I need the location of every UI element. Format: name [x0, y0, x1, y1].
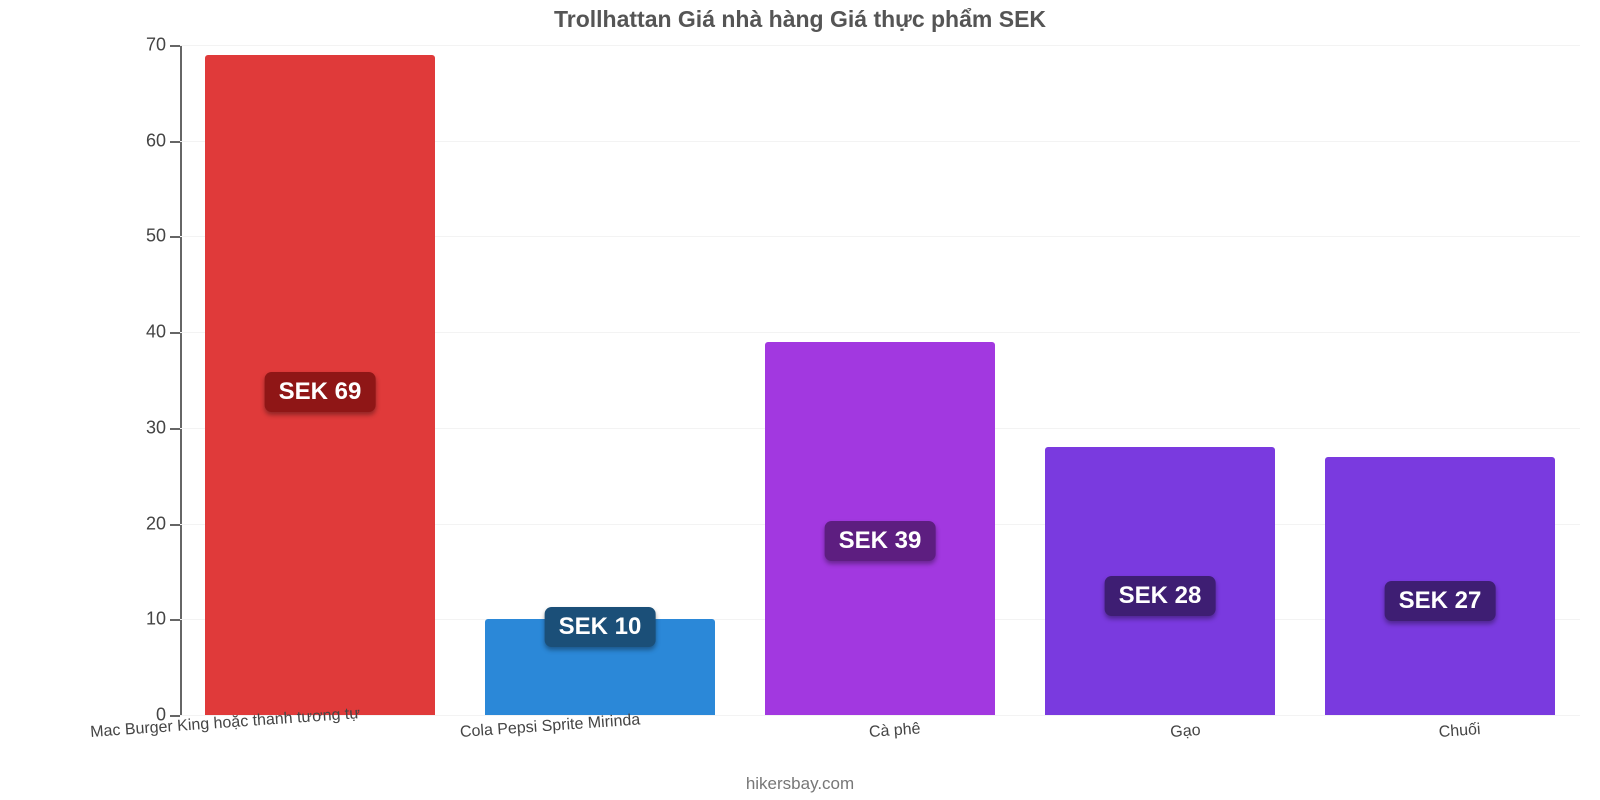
bar-value-badge: SEK 27 — [1385, 581, 1496, 621]
bar-value-badge: SEK 69 — [265, 372, 376, 412]
y-tick-label: 40 — [146, 322, 180, 343]
x-axis-label: Chuối — [1438, 721, 1481, 742]
y-tick-label: 60 — [146, 130, 180, 151]
bar-value-badge: SEK 28 — [1105, 576, 1216, 616]
price-bar-chart: Trollhattan Giá nhà hàng Giá thực phẩm S… — [0, 0, 1600, 800]
chart-title: Trollhattan Giá nhà hàng Giá thực phẩm S… — [0, 6, 1600, 33]
y-tick-label: 10 — [146, 609, 180, 630]
attribution-text: hikersbay.com — [0, 774, 1600, 794]
x-axis-label: Gạo — [1170, 722, 1201, 742]
plot-area: 010203040506070 SEK 69SEK 10SEK 39SEK 28… — [180, 45, 1580, 715]
y-tick-label: 70 — [146, 35, 180, 56]
grid-line — [180, 715, 1580, 716]
x-axis-label: Cà phê — [868, 720, 921, 742]
y-tick-label: 30 — [146, 417, 180, 438]
bar-value-badge: SEK 10 — [545, 607, 656, 647]
y-tick-label: 50 — [146, 226, 180, 247]
bars-container: SEK 69 SEK 10 SEK 39 SEK 28 SEK 27 — [180, 45, 1580, 715]
y-tick-label: 20 — [146, 513, 180, 534]
x-axis-labels: Mac Burger King hoặc thanh tương tựCola … — [180, 718, 1580, 778]
bar-value-badge: SEK 39 — [825, 521, 936, 561]
